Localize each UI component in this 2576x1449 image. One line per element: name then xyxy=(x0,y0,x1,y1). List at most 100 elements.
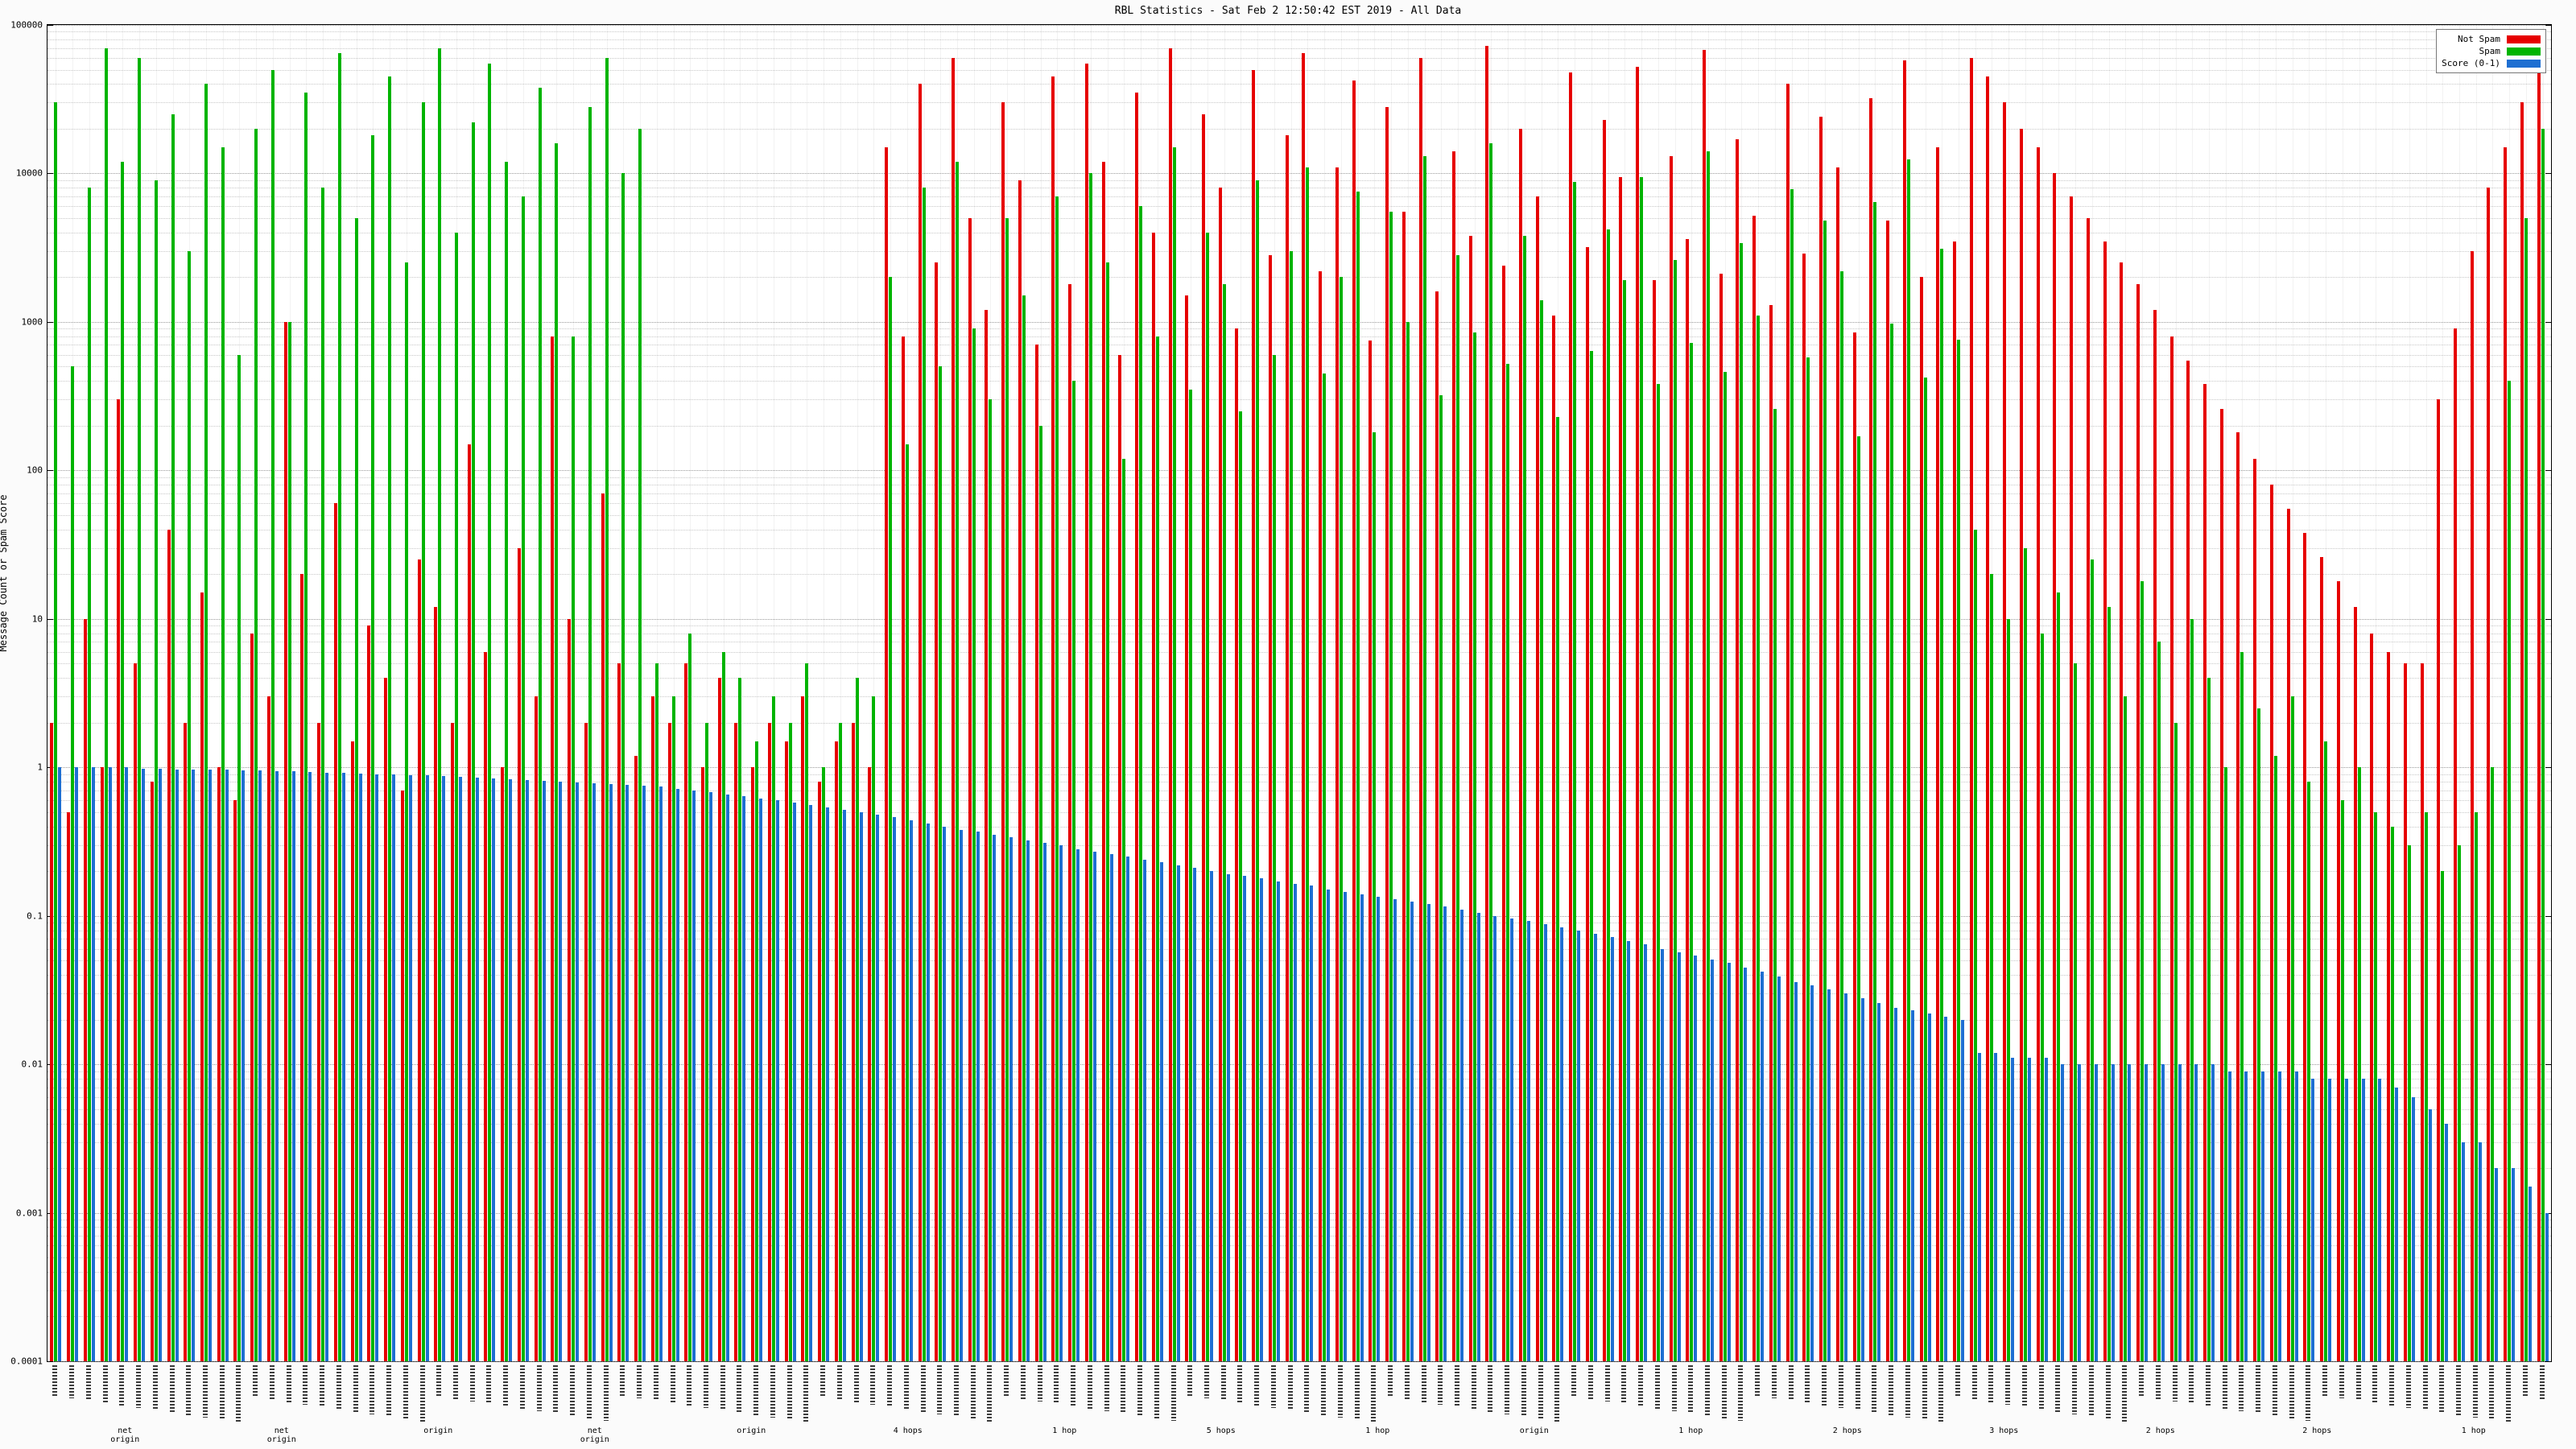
y-gridline-minor xyxy=(47,196,2551,197)
y-gridline-minor xyxy=(47,206,2551,208)
bar-not-spam xyxy=(1034,345,1038,1361)
x-tick-label-smudge xyxy=(903,1365,909,1410)
bar-score xyxy=(1109,854,1113,1361)
x-tick-label-smudge xyxy=(386,1365,392,1417)
x-tick-label-smudge xyxy=(219,1365,225,1420)
bar-not-spam xyxy=(734,722,738,1361)
x-tick-label-smudge xyxy=(1889,1365,1894,1415)
bar-not-spam xyxy=(1869,98,1873,1361)
bar-spam xyxy=(2140,580,2145,1361)
bar-score xyxy=(2461,1141,2465,1361)
bar-spam xyxy=(2307,782,2311,1361)
bar-spam xyxy=(905,444,909,1361)
y-gridline-major xyxy=(47,321,2551,323)
bar-not-spam xyxy=(2186,360,2190,1361)
bar-score xyxy=(993,835,997,1361)
x-tick-label-smudge xyxy=(737,1365,742,1413)
bar-not-spam xyxy=(801,696,805,1361)
bar-not-spam xyxy=(1319,270,1323,1361)
bar-spam xyxy=(505,161,509,1361)
bar-score xyxy=(1877,1002,1881,1361)
bar-not-spam xyxy=(568,618,572,1361)
bar-score xyxy=(1761,972,1765,1361)
bar-not-spam xyxy=(1835,167,1839,1361)
bar-spam xyxy=(2190,618,2194,1361)
bar-score xyxy=(291,771,295,1361)
x-gridline xyxy=(873,25,875,1361)
bar-spam xyxy=(337,52,341,1361)
x-tick-label-smudge xyxy=(2122,1365,2128,1422)
x-tick-label-smudge xyxy=(1220,1365,1226,1401)
bar-score xyxy=(75,767,79,1361)
bar-score xyxy=(1944,1016,1948,1361)
x-group-label: origin xyxy=(1519,1426,1549,1435)
bar-spam xyxy=(1205,232,1209,1361)
y-gridline-minor xyxy=(47,84,2551,85)
bar-score xyxy=(1627,940,1631,1361)
bar-score xyxy=(275,771,279,1361)
x-tick-label-smudge xyxy=(102,1365,108,1403)
bar-score xyxy=(1443,906,1447,1361)
y-gridline-major xyxy=(47,470,2551,472)
bar-score xyxy=(1243,876,1247,1361)
x-group-label: net origin xyxy=(580,1426,609,1444)
y-gridline-minor xyxy=(47,948,2551,950)
bar-score xyxy=(1310,886,1314,1361)
y-gridline-minor xyxy=(47,47,2551,49)
bar-not-spam xyxy=(1118,354,1122,1361)
bar-not-spam xyxy=(2520,102,2524,1361)
bar-spam xyxy=(1890,323,1894,1361)
bar-not-spam xyxy=(1986,76,1990,1361)
bar-score xyxy=(775,800,779,1361)
bar-score xyxy=(2344,1078,2348,1361)
bar-spam xyxy=(1906,159,1910,1361)
x-tick-label-smudge xyxy=(1287,1365,1293,1410)
x-tick-label-smudge xyxy=(2189,1365,2194,1404)
bar-score xyxy=(2111,1064,2115,1361)
x-gridline xyxy=(757,25,758,1361)
bar-score xyxy=(1276,881,1280,1361)
bar-score xyxy=(2027,1058,2031,1361)
bar-score xyxy=(976,831,980,1361)
bar-score xyxy=(225,770,229,1361)
y-gridline-minor xyxy=(47,1019,2551,1021)
x-tick-label-smudge xyxy=(2489,1365,2495,1420)
bar-spam xyxy=(1823,221,1827,1361)
x-tick-label-smudge xyxy=(2139,1365,2145,1397)
bar-not-spam xyxy=(2086,217,2090,1361)
bar-spam xyxy=(1289,250,1293,1361)
x-tick-label-smudge xyxy=(1137,1365,1143,1416)
bar-spam xyxy=(2090,559,2094,1361)
bar-spam xyxy=(2057,592,2061,1361)
x-tick-label-smudge xyxy=(1604,1365,1610,1402)
bar-not-spam xyxy=(1919,277,1923,1361)
y-tick-mark xyxy=(2545,470,2551,472)
x-tick-label-smudge xyxy=(2372,1365,2378,1403)
x-tick-label-smudge xyxy=(1121,1365,1126,1414)
x-group-label: 1 hop xyxy=(1052,1426,1077,1435)
x-group-label: 2 hops xyxy=(2145,1426,2175,1435)
bar-score xyxy=(542,781,546,1361)
bar-not-spam xyxy=(534,696,538,1361)
bar-not-spam xyxy=(1636,67,1640,1361)
plot-area: Not Spam Spam Score (0-1) 0.0001 0.001 0.01 0… xyxy=(10,20,2552,1367)
bar-score xyxy=(1293,883,1297,1361)
bar-score xyxy=(675,788,679,1361)
bar-not-spam xyxy=(968,217,972,1361)
bar-spam xyxy=(939,366,943,1361)
bar-spam xyxy=(1990,574,1994,1361)
x-tick-label-smudge xyxy=(753,1365,759,1415)
x-group-label: origin xyxy=(423,1426,453,1435)
bar-spam xyxy=(287,321,291,1361)
bar-score xyxy=(909,819,913,1361)
x-tick-label-smudge xyxy=(1454,1365,1459,1407)
y-gridline-minor xyxy=(47,1141,2551,1143)
y-gridline-major xyxy=(47,1064,2551,1066)
bar-score xyxy=(1059,844,1063,1361)
y-gridline-major xyxy=(47,25,2551,26)
bar-score xyxy=(2445,1123,2449,1361)
bar-not-spam xyxy=(700,767,704,1361)
bar-spam xyxy=(1740,242,1744,1361)
bar-spam xyxy=(1773,408,1777,1361)
bar-spam xyxy=(671,696,675,1361)
